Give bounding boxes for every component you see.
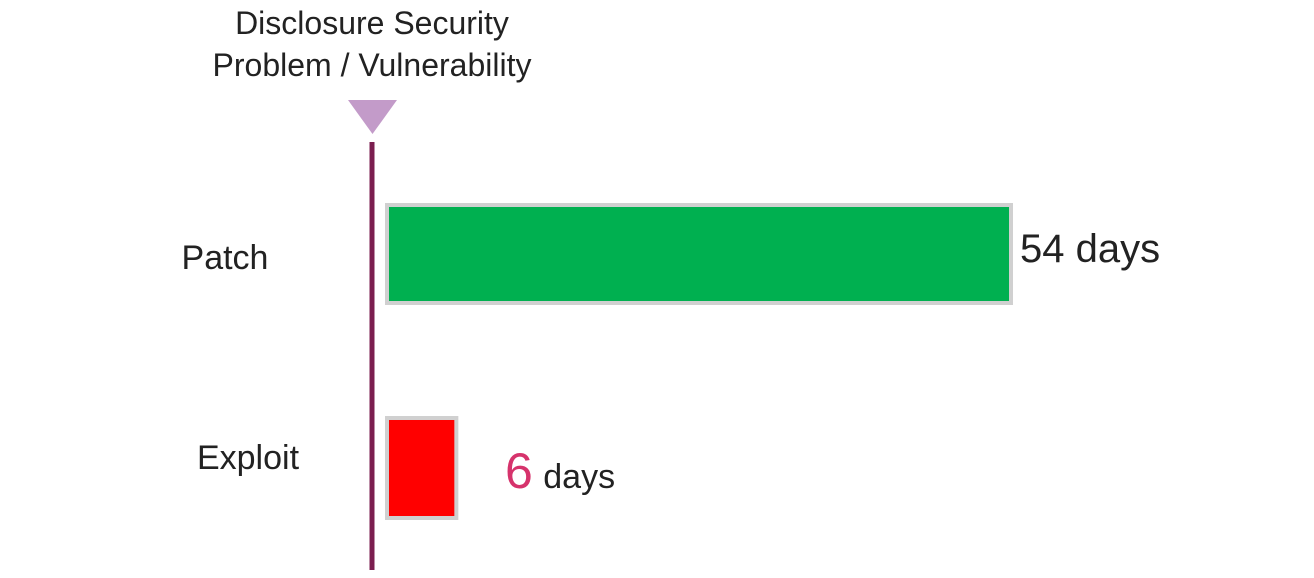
disclosure-marker-label: Disclosure Security Problem / Vulnerabil… — [160, 2, 584, 86]
data-label-exploit-number: 6 — [505, 443, 533, 499]
data-label-exploit-unit: days — [543, 458, 616, 496]
category-label-exploit: Exploit — [196, 439, 300, 477]
data-label-exploit: 6 days — [505, 444, 615, 511]
bar-exploit — [385, 416, 459, 520]
data-label-patch: 54 days — [1020, 226, 1160, 272]
bar-patch — [385, 203, 1013, 305]
disclosure-marker-label-line-1: Disclosure Security — [235, 5, 509, 41]
disclosure-marker-label-line-2: Problem / Vulnerability — [212, 47, 532, 83]
disclosure-marker-triangle — [348, 100, 397, 134]
category-label-patch: Patch — [181, 239, 269, 277]
data-label-patch-unit: days — [1075, 227, 1161, 271]
data-label-patch-number: 54 — [1020, 227, 1065, 271]
